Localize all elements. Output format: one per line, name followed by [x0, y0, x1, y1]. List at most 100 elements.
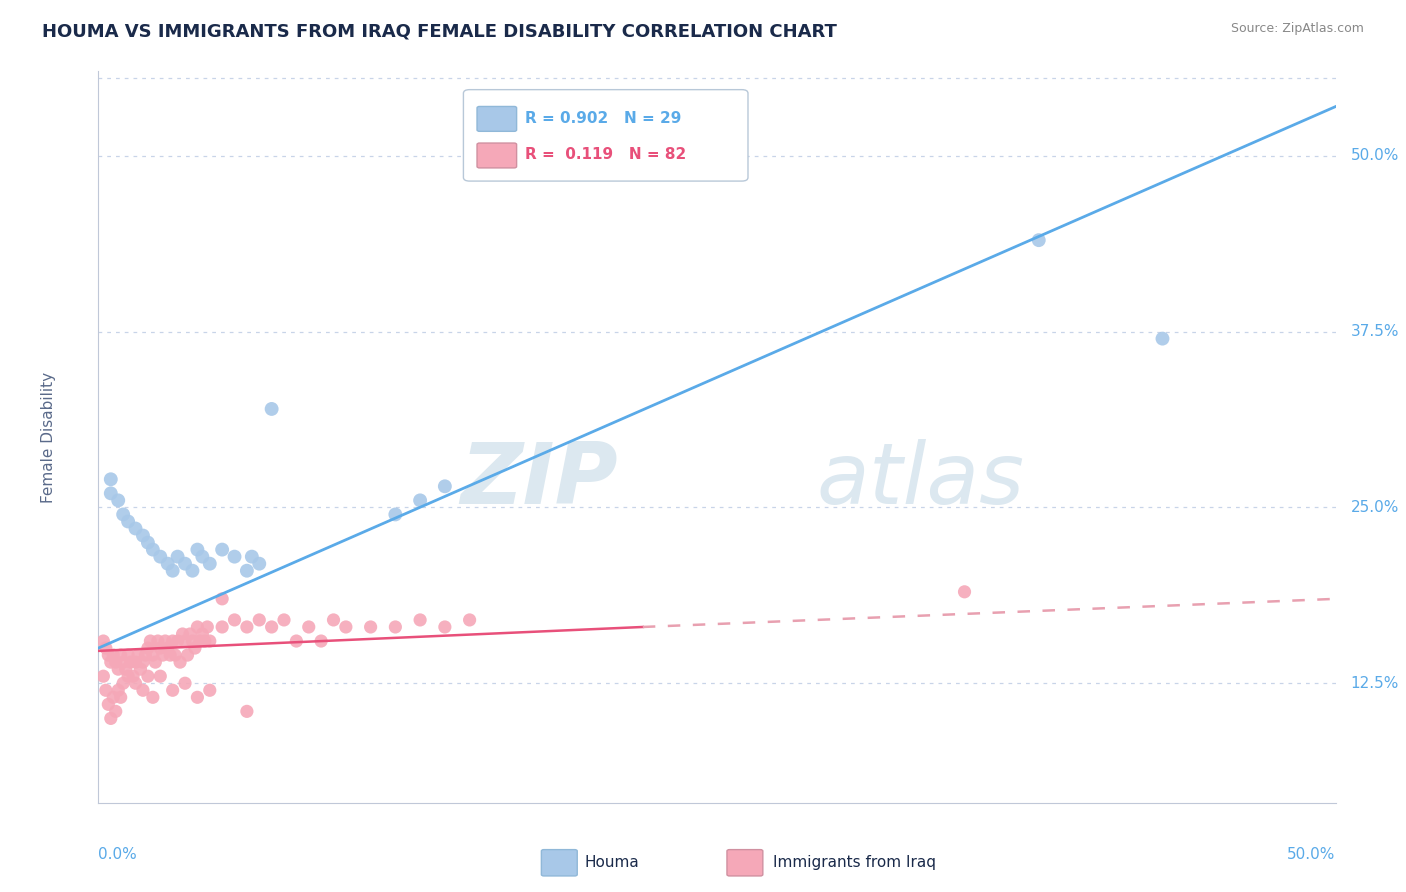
Point — [360, 620, 382, 634]
Point — [236, 564, 259, 578]
Text: 25.0%: 25.0% — [1351, 500, 1399, 515]
Text: HOUMA VS IMMIGRANTS FROM IRAQ FEMALE DISABILITY CORRELATION CHART: HOUMA VS IMMIGRANTS FROM IRAQ FEMALE DIS… — [42, 22, 837, 40]
FancyBboxPatch shape — [477, 106, 516, 131]
Point — [124, 655, 146, 669]
Point — [112, 676, 135, 690]
Text: atlas: atlas — [815, 440, 1024, 523]
Point — [384, 508, 406, 522]
Point — [273, 613, 295, 627]
Point — [117, 515, 139, 529]
FancyBboxPatch shape — [727, 849, 763, 876]
Point — [159, 648, 181, 662]
Point — [132, 655, 155, 669]
Text: R =  0.119   N = 82: R = 0.119 N = 82 — [526, 147, 686, 162]
Point — [100, 711, 122, 725]
Point — [322, 613, 344, 627]
Point — [247, 557, 270, 571]
Point — [124, 676, 146, 690]
Point — [198, 634, 221, 648]
Point — [100, 486, 122, 500]
Point — [129, 662, 152, 676]
Text: Houma: Houma — [585, 855, 640, 871]
Point — [107, 662, 129, 676]
Point — [162, 634, 184, 648]
Point — [134, 648, 156, 662]
Point — [97, 698, 120, 712]
Point — [156, 557, 179, 571]
Point — [176, 648, 198, 662]
Point — [260, 401, 283, 416]
Text: 50.0%: 50.0% — [1351, 148, 1399, 163]
Point — [191, 627, 214, 641]
Point — [142, 542, 165, 557]
Point — [132, 528, 155, 542]
Point — [136, 535, 159, 549]
Point — [132, 683, 155, 698]
Point — [172, 627, 194, 641]
Point — [247, 613, 270, 627]
Point — [198, 683, 221, 698]
Point — [110, 690, 132, 705]
Point — [260, 620, 283, 634]
Text: 12.5%: 12.5% — [1351, 676, 1399, 690]
Point — [117, 648, 139, 662]
Point — [97, 648, 120, 662]
Point — [309, 634, 332, 648]
Point — [195, 620, 218, 634]
Point — [191, 549, 214, 564]
Point — [103, 648, 125, 662]
Point — [384, 620, 406, 634]
Point — [184, 641, 207, 656]
FancyBboxPatch shape — [541, 849, 578, 876]
Point — [186, 620, 208, 634]
Point — [194, 634, 217, 648]
Point — [114, 662, 136, 676]
Point — [107, 683, 129, 698]
Point — [94, 683, 117, 698]
Point — [107, 493, 129, 508]
Point — [433, 620, 456, 634]
Point — [458, 613, 481, 627]
Point — [236, 705, 259, 719]
Point — [149, 669, 172, 683]
Point — [1152, 332, 1174, 346]
Point — [127, 648, 149, 662]
Point — [104, 705, 127, 719]
Text: 37.5%: 37.5% — [1351, 324, 1399, 339]
Point — [162, 564, 184, 578]
Point — [100, 472, 122, 486]
Point — [298, 620, 321, 634]
Point — [285, 634, 308, 648]
Point — [211, 591, 233, 606]
Point — [152, 648, 174, 662]
Point — [165, 648, 187, 662]
Point — [149, 641, 172, 656]
Point — [120, 655, 142, 669]
Point — [174, 634, 197, 648]
Point — [198, 557, 221, 571]
FancyBboxPatch shape — [464, 90, 748, 181]
Point — [112, 508, 135, 522]
FancyBboxPatch shape — [477, 143, 516, 168]
Point — [186, 690, 208, 705]
Point — [110, 648, 132, 662]
Point — [953, 584, 976, 599]
Point — [93, 669, 115, 683]
Point — [181, 564, 204, 578]
Text: 50.0%: 50.0% — [1288, 847, 1336, 862]
Point — [433, 479, 456, 493]
Point — [146, 634, 169, 648]
Point — [181, 634, 204, 648]
Point — [162, 683, 184, 698]
Text: 0.0%: 0.0% — [98, 847, 138, 862]
Point — [236, 620, 259, 634]
Point — [166, 549, 188, 564]
Point — [155, 634, 177, 648]
Point — [174, 557, 197, 571]
Point — [104, 655, 127, 669]
Point — [136, 641, 159, 656]
Point — [93, 634, 115, 648]
Point — [224, 613, 246, 627]
Text: ZIP: ZIP — [460, 440, 619, 523]
Point — [142, 648, 165, 662]
